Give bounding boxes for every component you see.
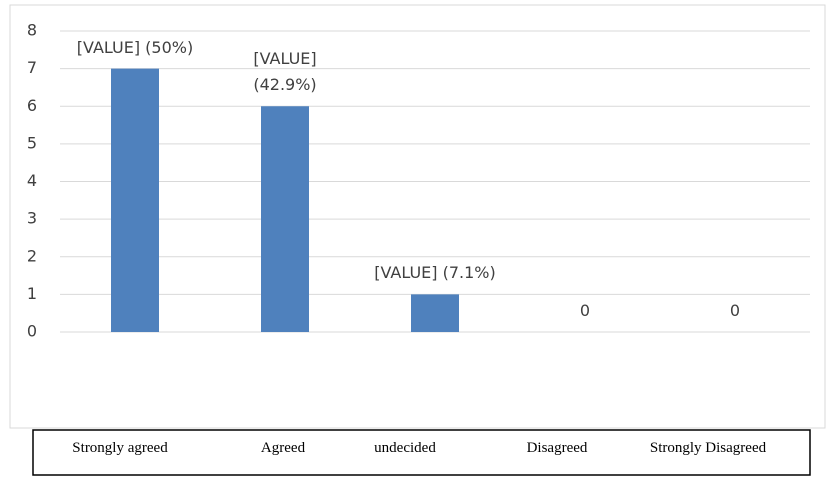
y-tick-label: 3 bbox=[27, 209, 37, 228]
x-tick-label: Strongly Disagreed bbox=[649, 440, 767, 456]
data-label: [VALUE] (42.9%) bbox=[253, 49, 317, 95]
y-tick-label: 6 bbox=[27, 96, 37, 115]
x-tick-label: Agreed bbox=[260, 440, 306, 456]
y-tick-label: 5 bbox=[27, 133, 37, 152]
data-label: 0 bbox=[729, 301, 741, 320]
y-tick-label: 2 bbox=[27, 246, 37, 265]
bar bbox=[261, 106, 309, 332]
category-box bbox=[32, 429, 811, 476]
x-tick-label: undecided bbox=[374, 440, 436, 456]
bar bbox=[411, 294, 459, 332]
data-label: [VALUE] (50%) bbox=[76, 37, 194, 57]
x-tick-label: Strongly agreed bbox=[72, 440, 168, 456]
y-tick-label: 7 bbox=[27, 58, 37, 77]
y-tick-label: 4 bbox=[27, 171, 37, 190]
data-label: 0 bbox=[579, 301, 591, 320]
y-tick-label: 8 bbox=[27, 21, 37, 40]
y-tick-label: 1 bbox=[27, 284, 37, 303]
data-label: [VALUE] (7.1%) bbox=[374, 263, 496, 283]
y-tick-label: 0 bbox=[27, 322, 37, 341]
x-tick-label: Disagreed bbox=[526, 440, 588, 456]
bar bbox=[111, 68, 159, 332]
